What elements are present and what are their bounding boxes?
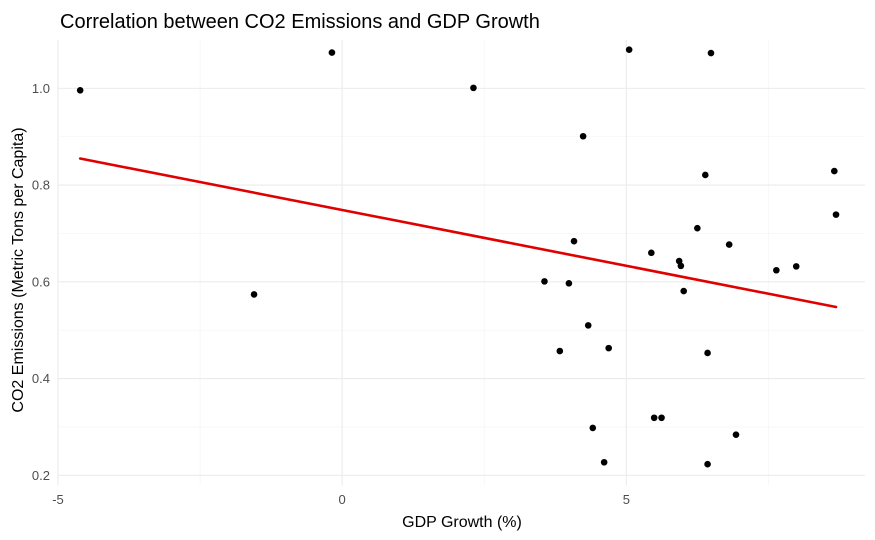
data-point xyxy=(704,460,711,468)
grid xyxy=(57,40,865,485)
data-point xyxy=(76,87,84,94)
y-tick-label: 0.8 xyxy=(32,178,50,193)
x-tick-label: -5 xyxy=(52,492,64,507)
data-point xyxy=(250,291,258,298)
points-group xyxy=(76,46,840,468)
data-point xyxy=(677,262,685,270)
data-point xyxy=(707,49,715,57)
data-point xyxy=(704,349,711,357)
data-point xyxy=(328,49,336,56)
data-point xyxy=(625,46,633,53)
data-point xyxy=(694,224,701,232)
chart-title: Correlation between CO2 Emissions and GD… xyxy=(60,11,540,33)
y-tick-label: 1.0 xyxy=(32,81,50,96)
data-point xyxy=(832,211,840,218)
x-axis-label: GDP Growth (%) xyxy=(402,514,522,531)
data-point xyxy=(579,132,587,140)
data-point xyxy=(570,237,578,245)
data-point xyxy=(541,278,548,285)
data-point xyxy=(732,431,740,438)
data-point xyxy=(680,287,688,295)
data-point xyxy=(792,263,800,270)
y-tick-label: 0.2 xyxy=(32,468,50,483)
data-point xyxy=(773,266,780,274)
x-tick-label: 0 xyxy=(339,492,346,507)
trend-line xyxy=(78,157,838,309)
data-point xyxy=(725,241,733,248)
data-point xyxy=(470,84,477,92)
data-point xyxy=(584,322,592,329)
data-point xyxy=(831,167,838,175)
trend-line-group xyxy=(78,157,838,309)
data-point xyxy=(556,347,564,355)
y-axis-label: CO2 Emissions (Metric Tons per Capita) xyxy=(10,127,27,412)
x-tick-label: 5 xyxy=(623,492,630,507)
data-point xyxy=(605,344,612,352)
data-point xyxy=(650,414,658,422)
data-point xyxy=(565,279,573,287)
data-point xyxy=(658,414,665,422)
data-point xyxy=(648,249,655,257)
y-tick-label: 0.6 xyxy=(32,274,50,289)
x-tick-labels: -5 0 5 xyxy=(52,492,630,507)
data-point xyxy=(702,171,709,179)
data-point xyxy=(600,458,608,466)
y-tick-labels: 0.2 0.4 0.6 0.8 1.0 xyxy=(32,81,50,483)
y-tick-label: 0.4 xyxy=(32,371,50,386)
data-point xyxy=(589,424,597,432)
